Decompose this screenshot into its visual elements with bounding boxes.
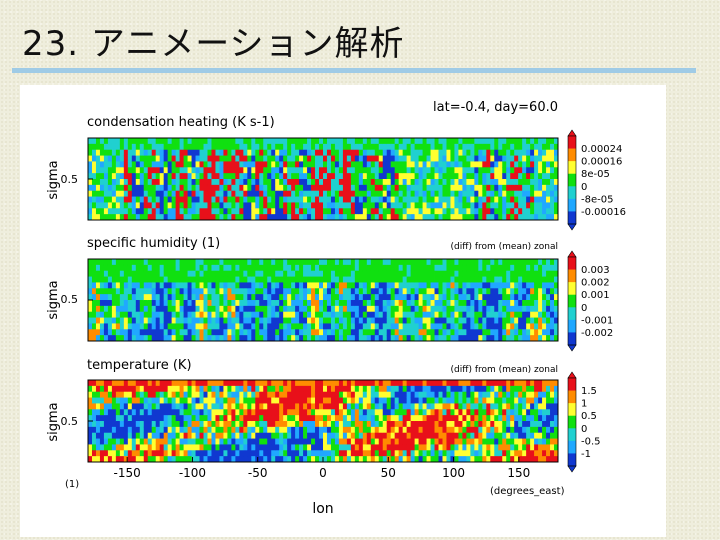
colorbar-label: 0.002: [581, 278, 610, 289]
colorbar-label: 0.00024: [581, 144, 622, 155]
colorbar-swatch: [568, 440, 576, 454]
figure-header: lat=-0.4, day=60.0: [433, 100, 558, 115]
colorbar-swatch: [568, 198, 576, 212]
panel-specific-humidity: specific humidity (1) (diff) from (mean)…: [46, 236, 613, 352]
colorbar-bottom-arrow: [567, 465, 577, 473]
title-divider: [12, 68, 696, 73]
colorbar-swatch: [568, 415, 576, 429]
panel-ylabel: sigma: [46, 402, 61, 441]
colorbar-label: 0: [581, 424, 587, 435]
colorbar-swatch: [568, 269, 576, 283]
x-tick-label: 0: [319, 466, 327, 480]
colorbar: 1.5 10.5 0-0.5 -1: [567, 371, 601, 473]
colorbar-label: -0.00016: [581, 207, 626, 218]
colorbar-swatch: [568, 453, 576, 467]
colorbar-label: 1: [581, 399, 587, 410]
colorbar-swatch: [568, 307, 576, 321]
panel-title: specific humidity (1): [87, 236, 220, 251]
colorbar-label: 0.003: [581, 265, 610, 276]
figure-panel: lat=-0.4, day=60.0 condensation heating …: [20, 85, 666, 537]
colorbar-bottom-arrow: [567, 344, 577, 352]
panel-title: condensation heating (K s-1): [87, 115, 275, 130]
colorbar-label: 1.5: [581, 386, 597, 397]
bottom-left-note: (1): [65, 479, 79, 490]
colorbar-swatch: [568, 390, 576, 404]
panel-ytick: 0.5: [61, 293, 79, 306]
colorbar-top-arrow: [567, 371, 577, 379]
colorbar-label: -1: [581, 449, 591, 460]
colorbar-swatch: [568, 332, 576, 346]
colorbar-swatch: [568, 186, 576, 200]
colorbar-swatch: [568, 319, 576, 333]
x-tick-label: -150: [114, 466, 141, 480]
colorbar-swatch: [568, 282, 576, 296]
panel-temperature: temperature (K) (diff) from (mean) zonal…: [46, 358, 601, 473]
panel-condensation-heating: condensation heating (K s-1) sigma 0.5 0…: [46, 115, 626, 231]
panel-ytick: 0.5: [61, 415, 79, 428]
figure-graphic: lat=-0.4, day=60.0 condensation heating …: [46, 100, 626, 517]
colorbar-label: 0.001: [581, 290, 610, 301]
colorbar-label: -8e-05: [581, 194, 613, 205]
panel-note: (diff) from (mean) zonal: [451, 365, 558, 375]
panel-field: [88, 380, 559, 463]
x-axis: -150 -100 -50 0 50 100 150: [114, 457, 530, 480]
colorbar-label: 0: [581, 182, 587, 193]
colorbar-swatch: [568, 428, 576, 442]
panel-field: [88, 259, 559, 342]
slide-title: 23. アニメーション解析: [22, 24, 405, 64]
colorbar-label: -0.001: [581, 315, 613, 326]
colorbar-top-arrow: [567, 129, 577, 137]
panel-field: [88, 138, 559, 221]
colorbar-label: 0: [581, 303, 587, 314]
panel-ylabel: sigma: [46, 280, 61, 319]
colorbar-label: -0.5: [581, 436, 601, 447]
colorbar-swatch: [568, 161, 576, 175]
colorbar-label: 8e-05: [581, 169, 610, 180]
panel-ylabel: sigma: [46, 160, 61, 199]
colorbar-swatch: [568, 378, 576, 391]
colorbar-label: -0.002: [581, 328, 613, 339]
x-axis-label: lon: [312, 501, 333, 517]
colorbar-swatch: [568, 294, 576, 308]
panel-ytick: 0.5: [61, 173, 79, 186]
x-tick-label: 50: [381, 466, 396, 480]
colorbar-top-arrow: [567, 250, 577, 258]
colorbar-swatch: [568, 173, 576, 187]
colorbar-swatch: [568, 257, 576, 270]
colorbar-label: 0.00016: [581, 157, 622, 168]
colorbar-swatch: [568, 211, 576, 225]
colorbar-swatch: [568, 403, 576, 417]
x-tick-label: -50: [248, 466, 268, 480]
colorbar-swatch: [568, 136, 576, 149]
colorbar-swatch: [568, 148, 576, 162]
x-tick-label: 100: [442, 466, 465, 480]
colorbar-label: 0.5: [581, 411, 597, 422]
panel-note: (diff) from (mean) zonal: [451, 242, 558, 252]
x-tick-label: -100: [179, 466, 206, 480]
x-tick-label: 150: [507, 466, 530, 480]
panel-title: temperature (K): [87, 358, 192, 373]
x-axis-unit: (degrees_east): [490, 486, 565, 497]
colorbar-bottom-arrow: [567, 223, 577, 231]
